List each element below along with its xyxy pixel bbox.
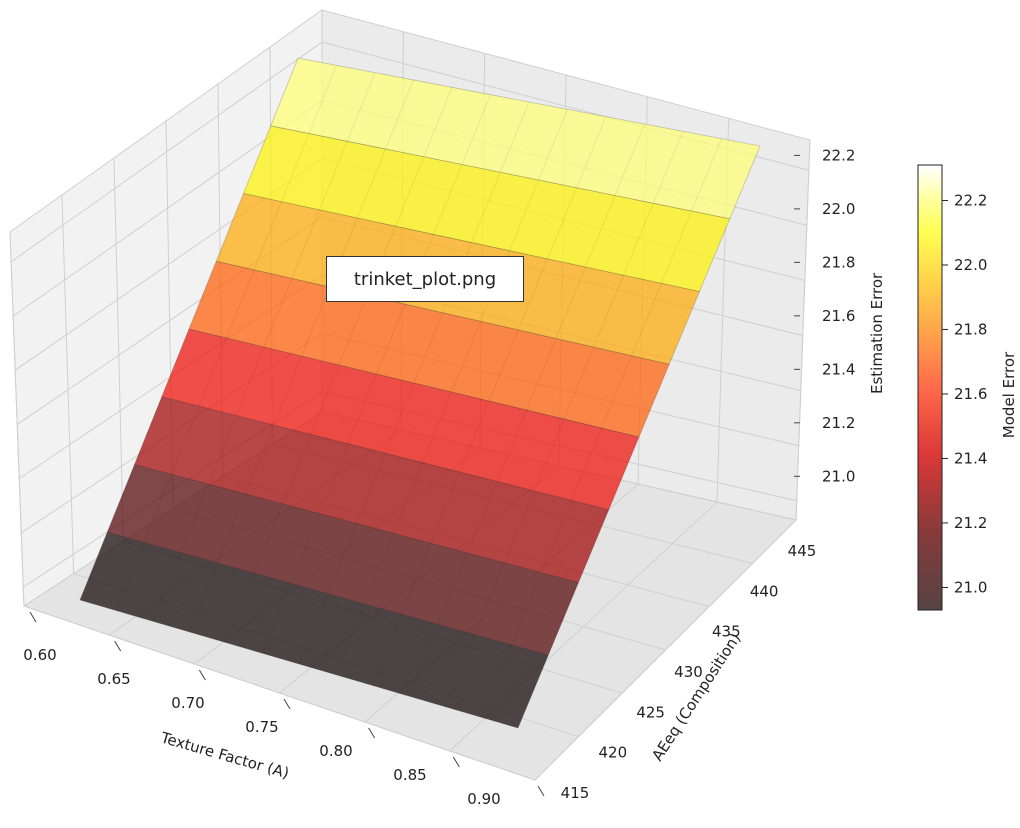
surface-mesh-line bbox=[481, 138, 722, 718]
z-axis-label: Estimation Error bbox=[868, 272, 886, 394]
colorbar-tick-label: 21.6 bbox=[954, 385, 987, 403]
back-grid-line bbox=[795, 139, 811, 521]
surface-mesh-line bbox=[116, 65, 337, 611]
surface-mesh-line bbox=[152, 72, 376, 622]
surface-mesh-line bbox=[335, 109, 568, 675]
y-tick-label: 445 bbox=[788, 542, 817, 560]
x-tick-mark bbox=[452, 756, 460, 768]
x-tick-label: 0.80 bbox=[319, 742, 352, 760]
colorbar-gradient bbox=[917, 164, 943, 611]
surface-mesh-line bbox=[262, 94, 491, 654]
surface-mesh-line bbox=[189, 79, 414, 633]
colorbar: 21.0 21.2 21.4 21.6 21.8 22.0 22.2 Model Error bbox=[917, 164, 1018, 611]
x-tick-label: 0.75 bbox=[245, 718, 278, 736]
y-tick-label: 415 bbox=[561, 784, 590, 802]
x-tick-mark bbox=[198, 669, 206, 681]
colorbar-tick-label: 21.0 bbox=[954, 578, 987, 596]
floor-grid-line bbox=[23, 605, 536, 781]
surface-mesh-line bbox=[444, 131, 684, 707]
x-tick-mark bbox=[283, 698, 291, 710]
colorbar-tick-label: 21.4 bbox=[954, 449, 987, 467]
x-tick-labels: 0.60 0.65 0.70 0.75 0.80 0.85 0.90 bbox=[23, 611, 545, 808]
x-tick-label: 0.85 bbox=[393, 766, 426, 784]
filename-tooltip: trinket_plot.png bbox=[326, 256, 524, 302]
x-tick-label: 0.90 bbox=[467, 790, 500, 808]
z-tick-label: 22.0 bbox=[822, 200, 855, 218]
y-tick-label: 435 bbox=[712, 623, 741, 641]
surface-band bbox=[270, 57, 761, 220]
z-tick-label: 22.2 bbox=[822, 146, 855, 164]
x-tick-mark bbox=[29, 611, 37, 623]
colorbar-tick-label: 21.8 bbox=[954, 320, 987, 338]
x-tick-mark bbox=[368, 727, 376, 739]
surface-mesh-line bbox=[298, 101, 530, 665]
x-tick-label: 0.65 bbox=[97, 670, 130, 688]
x-tick-label: 0.60 bbox=[23, 646, 56, 664]
surface-mesh-line bbox=[408, 123, 645, 697]
x-tick-label: 0.70 bbox=[171, 694, 204, 712]
y-tick-label: 440 bbox=[750, 582, 779, 600]
colorbar-tick-label: 22.2 bbox=[954, 191, 987, 209]
x-tick-mark bbox=[114, 640, 122, 652]
surface-mesh-line bbox=[371, 116, 607, 686]
colorbar-ticks: 21.0 21.2 21.4 21.6 21.8 22.0 22.2 bbox=[942, 191, 987, 596]
x-axis-label: Texture Factor (A) bbox=[158, 728, 291, 782]
x-tick-mark bbox=[537, 785, 545, 797]
colorbar-label: Model Error bbox=[1000, 351, 1018, 438]
z-tick-label: 21.2 bbox=[822, 414, 855, 432]
surface-mesh-line bbox=[225, 87, 453, 643]
left-grid-line bbox=[9, 231, 25, 607]
y-tick-label: 425 bbox=[636, 703, 665, 721]
z-tick-label: 21.8 bbox=[822, 253, 855, 271]
z-tick-label: 21.6 bbox=[822, 307, 855, 325]
y-tick-label: 430 bbox=[674, 663, 703, 681]
left-grid-line bbox=[61, 194, 75, 574]
y-tick-label: 420 bbox=[599, 744, 628, 762]
colorbar-tick-label: 22.0 bbox=[954, 256, 987, 274]
z-tick-label: 21.0 bbox=[822, 467, 855, 485]
colorbar-tick-label: 21.2 bbox=[954, 514, 987, 532]
z-tick-labels: 21.0 21.2 21.4 21.6 21.8 22.0 22.2 bbox=[794, 146, 855, 485]
left-grid-line bbox=[113, 157, 124, 542]
z-tick-label: 21.4 bbox=[822, 360, 855, 378]
y-tick-labels: 415 420 425 430 435 440 445 bbox=[561, 542, 817, 802]
left-grid-line bbox=[10, 41, 323, 263]
